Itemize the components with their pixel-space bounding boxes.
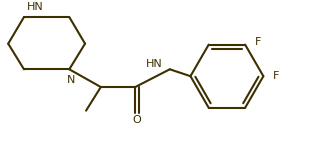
Text: F: F xyxy=(255,37,261,47)
Text: F: F xyxy=(273,71,280,81)
Text: HN: HN xyxy=(146,59,162,69)
Text: N: N xyxy=(67,75,75,85)
Text: HN: HN xyxy=(27,2,44,12)
Text: O: O xyxy=(132,115,141,124)
